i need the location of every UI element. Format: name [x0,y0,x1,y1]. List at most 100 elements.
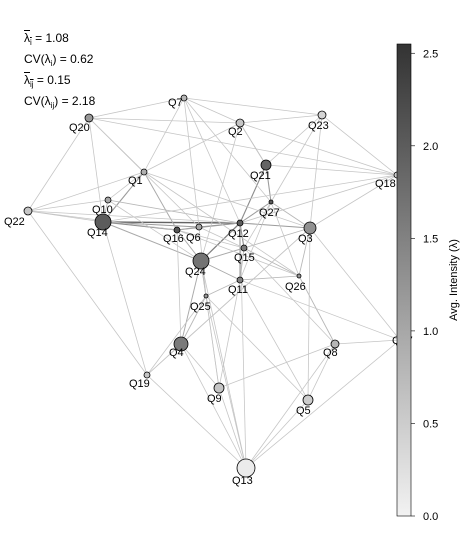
node-label-q7: Q7 [168,97,183,109]
edge-q1-q2 [143,122,241,173]
node-q24 [192,252,210,270]
edge-q19-q25 [146,295,207,376]
edge-q2-q21 [239,122,267,166]
edge-q7-q12 [183,97,241,224]
edge-q17-q13 [245,339,401,469]
node-q20 [84,113,94,123]
node-q22 [23,206,33,216]
edge-q13-q25 [205,295,247,469]
edge-q4-q25 [180,295,207,345]
node-label-q21: Q21 [250,170,271,182]
edge-q14-q1 [102,171,145,223]
node-q21 [260,159,272,171]
edge-q20-q18 [88,117,398,176]
edge-q3-q26 [298,227,311,277]
edge-q27-q26 [270,201,300,277]
stat-lambda-i-mean: λi = 1.08 [24,31,69,47]
edge-q7-q23 [183,97,323,116]
node-label-q18: Q18 [375,178,396,190]
edge-q21-q18 [265,164,398,176]
node-label-q12: Q12 [228,228,249,240]
edge-q23-q3 [309,114,323,229]
node-q13 [236,458,256,478]
colorbar-tick-label: 1.0 [423,326,438,338]
edge-q1-q7 [143,97,185,173]
node-label-q4: Q4 [169,347,184,359]
nodes-layer [23,94,403,478]
edge-q23-q18 [321,114,398,176]
edge-q13-q4 [180,343,247,469]
edge-q7-q27 [183,97,272,203]
node-q23 [317,110,327,120]
node-q9 [213,382,225,394]
colorbar-ticks: 0.0 0.5 1.0 1.5 2.0 2.5 [411,48,438,523]
edge-q15-q11 [239,247,245,281]
edge-q14-q12 [102,221,241,224]
edge-q15-q3 [243,227,311,249]
node-q4 [173,336,189,352]
node-q1 [140,168,148,176]
node-label-q23: Q23 [308,120,329,132]
node-label-q16: Q16 [163,233,184,245]
node-label-q9: Q9 [207,393,222,405]
node-label-q13: Q13 [232,475,253,487]
edge-q10-q24 [107,199,202,262]
colorbar-tick-label: 2.5 [423,48,438,60]
edge-q19-q14 [102,221,148,376]
colorbar-tick-label: 2.0 [423,141,438,153]
summary-statistics: λi = 1.08 CV(λi) = 0.62 λij = 0.15 CV(λi… [24,30,95,114]
edge-q12-q6 [198,222,241,228]
node-label-q14: Q14 [87,227,108,239]
edge-q13-q12 [239,222,247,469]
edge-q16-q1 [143,171,178,231]
edge-q8-q15 [243,247,336,345]
node-q7 [180,94,188,102]
edge-q10-q1 [107,171,145,201]
node-label-q5: Q5 [296,405,311,417]
node-q3 [303,221,317,235]
node-label-q20: Q20 [69,122,90,134]
edge-q18-q3 [309,174,398,229]
edge-q5-q11 [239,279,309,401]
node-q25 [203,293,209,299]
edge-q11-q25 [205,279,241,297]
edge-q1-q3 [143,171,311,229]
node-q12 [236,219,244,227]
edge-q5-q3 [307,227,311,401]
edge-q21-q27 [265,164,272,203]
node-label-q26: Q26 [285,281,306,293]
node-q2 [235,118,245,128]
node-label-q2: Q2 [228,126,243,138]
node-label-q6: Q6 [186,232,201,244]
edge-q5-q13 [245,399,309,469]
edge-q12-q3 [239,222,311,229]
node-label-q10: Q10 [92,204,113,216]
node-q27 [268,199,274,205]
edge-q18-q14 [102,174,398,223]
edge-q15-q26 [243,247,300,277]
edge-q16-q6 [176,226,200,231]
edge-q4-q16 [176,229,182,345]
node-q14 [94,213,112,231]
node-label-q8: Q8 [323,347,338,359]
edge-q24-q4 [180,260,202,345]
node-q6 [195,223,203,231]
edge-q2-q23 [239,114,323,124]
node-label-q3: Q3 [298,233,313,245]
colorbar-tick-label: 0.5 [423,418,438,430]
edge-q17-q3 [309,227,401,341]
edge-q12-q15 [239,222,245,249]
edge-q12-q27 [239,201,272,224]
edge-q25-q9 [205,295,220,389]
edge-q20-q2 [88,117,241,124]
node-q19 [143,371,151,379]
edge-q19-q22 [27,210,148,376]
edge-q1-q22 [27,171,145,212]
edge-q2-q24 [200,122,241,262]
labels-layer: Q1 Q2 Q3 Q4 Q5 Q6 Q7 Q8 Q9 Q10 Q11 Q12 Q13 Q14 Q15 Q16 Q… [4,97,413,487]
edge-q9-q4 [180,343,220,389]
edge-q20-q14 [88,117,104,223]
edge-q26-q8 [298,275,336,345]
node-label-q25: Q25 [190,301,211,313]
